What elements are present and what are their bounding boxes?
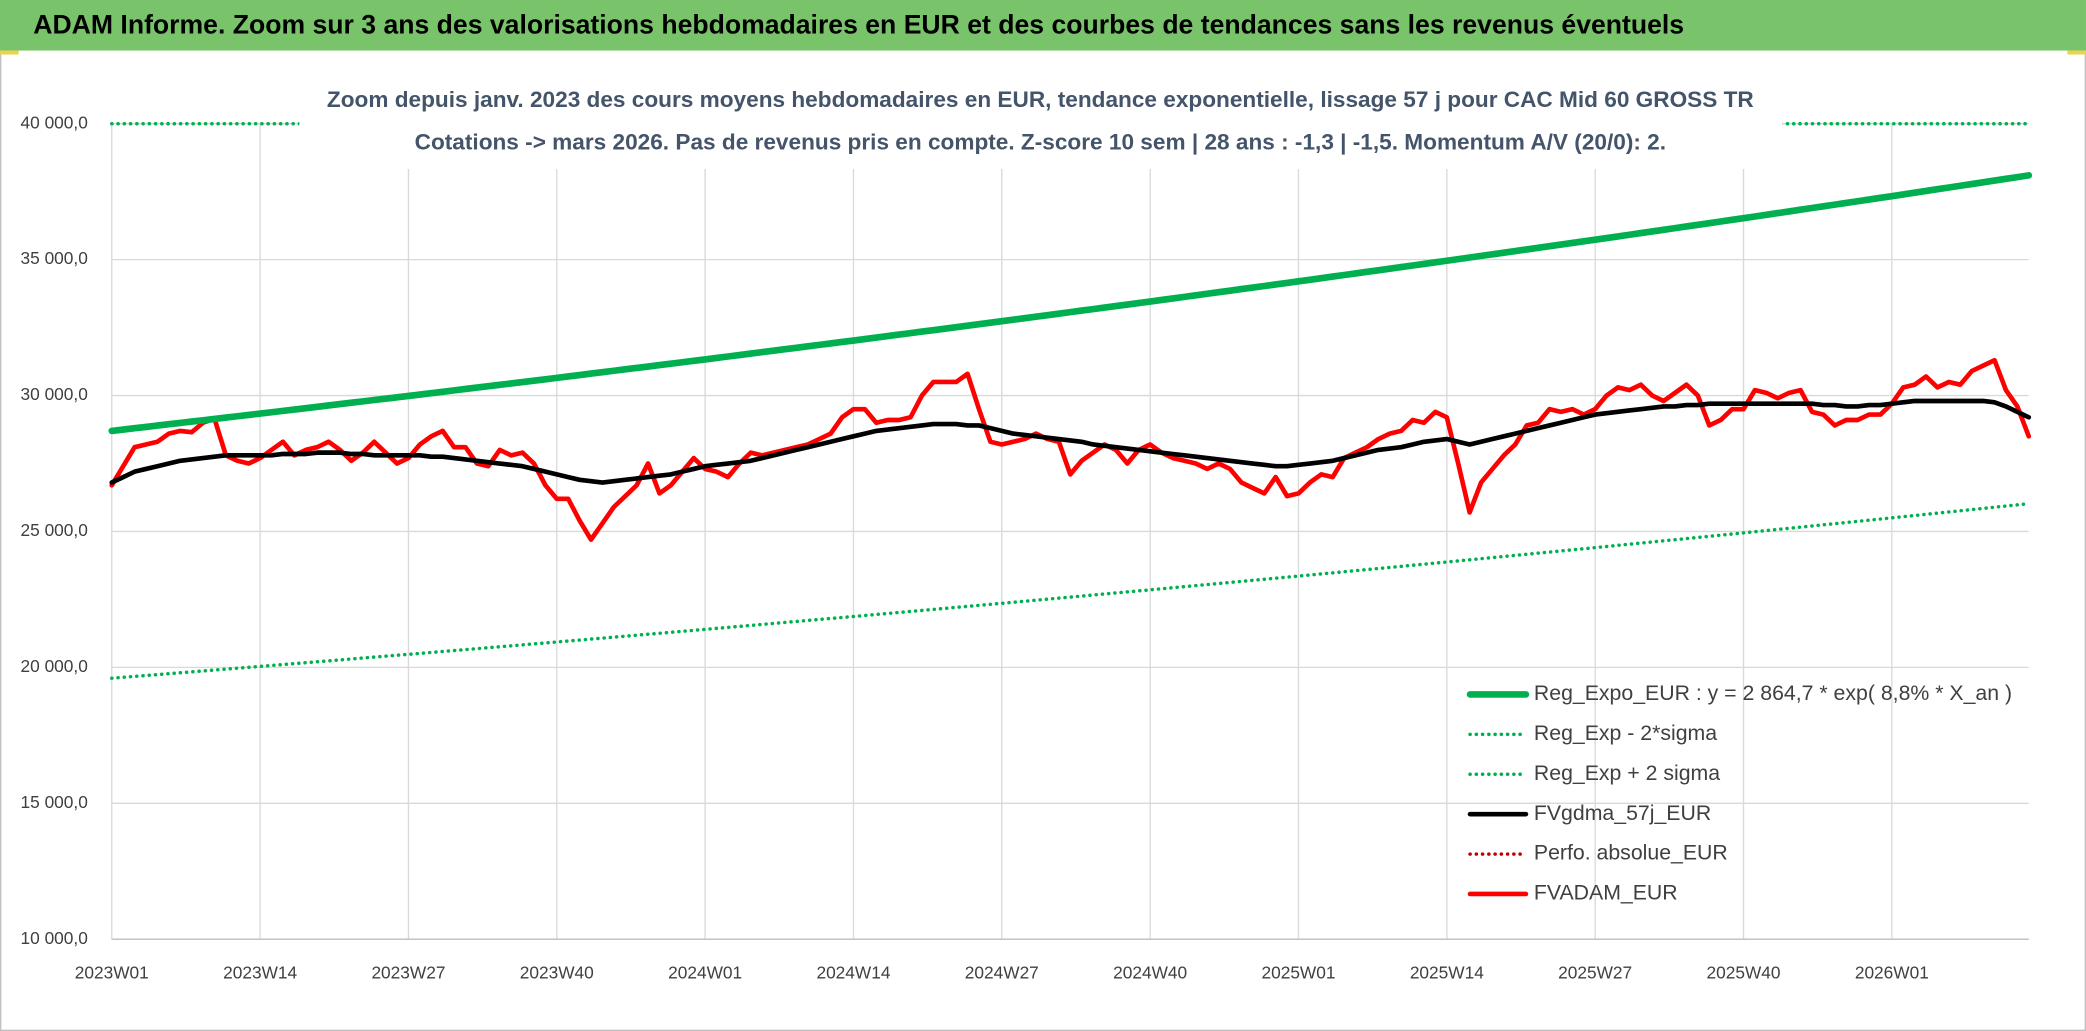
- grid: 10 000,0 15 000,0 20 000,0 25 000,0 30 000,0…: [21, 112, 2029, 982]
- x-tick-label: 2025W27: [1558, 962, 1632, 982]
- chart-title: Zoom depuis janv. 2023 des cours moyens …: [327, 87, 1754, 112]
- x-tick-label: 2025W01: [1261, 962, 1335, 982]
- y-tick-label: 40 000,0: [21, 112, 88, 132]
- x-tick-label: 2024W01: [668, 962, 742, 982]
- y-tick-label: 25 000,0: [21, 520, 88, 540]
- x-tick-label: 2023W40: [520, 962, 594, 982]
- x-tick-label: 2024W40: [1113, 962, 1187, 982]
- x-tick-label: 2025W14: [1410, 962, 1484, 982]
- x-tick-label: 2025W40: [1707, 962, 1781, 982]
- legend-label: Reg_Expo_EUR : y = 2 864,7 * exp( 8,8% *…: [1534, 681, 2012, 705]
- banner: [0, 0, 2086, 51]
- legend-label: Perfo. absolue_EUR: [1534, 841, 1728, 865]
- legend-label: FVgdma_57j_EUR: [1534, 801, 1711, 825]
- x-tick-label: 2024W14: [816, 962, 890, 982]
- page-title: ADAM Informe. Zoom sur 3 ans des valoris…: [33, 10, 1684, 40]
- series-line: [109, 357, 2032, 542]
- y-tick-label: 20 000,0: [21, 656, 88, 676]
- legend: Reg_Expo_EUR : y = 2 864,7 * exp( 8,8% *…: [1466, 681, 2012, 905]
- legend-label: Reg_Exp + 2 sigma: [1534, 761, 1720, 785]
- y-tick-label: 10 000,0: [21, 928, 88, 948]
- legend-label: FVADAM_EUR: [1534, 881, 1678, 905]
- title-box: [299, 75, 1783, 169]
- y-tick-label: 35 000,0: [21, 248, 88, 268]
- banner-edge: [2067, 50, 2086, 55]
- x-tick-label: 2024W27: [965, 962, 1039, 982]
- series-line: [108, 172, 2033, 435]
- chart-subtitle: Cotations -> mars 2026. Pas de revenus p…: [415, 130, 1666, 155]
- x-tick-label: 2026W01: [1855, 962, 1929, 982]
- x-tick-label: 2023W27: [371, 962, 445, 982]
- y-tick-label: 30 000,0: [21, 384, 88, 404]
- banner-edge: [0, 50, 19, 55]
- legend-label: Reg_Exp - 2*sigma: [1534, 721, 1717, 745]
- x-tick-label: 2023W14: [223, 962, 297, 982]
- series-line: [109, 398, 2032, 485]
- series-line: [110, 501, 2031, 680]
- y-tick-label: 15 000,0: [21, 792, 88, 812]
- x-tick-label: 2023W01: [75, 962, 149, 982]
